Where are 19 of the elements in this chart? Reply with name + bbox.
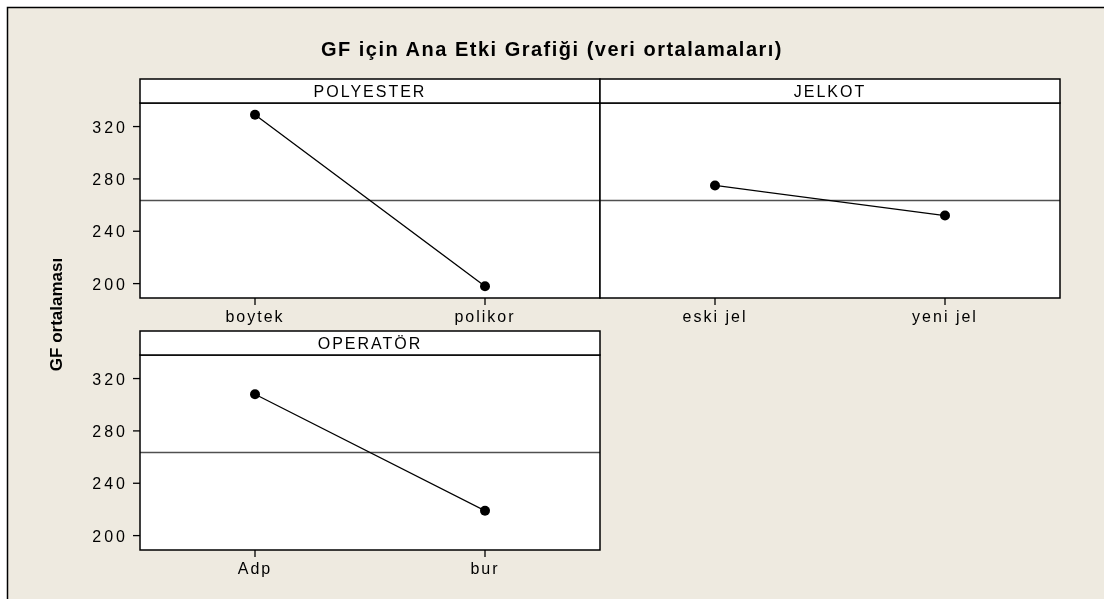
x-tick-label: polikor	[454, 308, 516, 325]
y-tick-label: 280	[92, 422, 128, 440]
x-axis-title: JELKOT	[793, 83, 867, 100]
y-axis-title: GF ortalaması	[47, 257, 66, 372]
x-tick-label: bur	[470, 560, 500, 577]
x-tick-label: Adp	[237, 560, 273, 577]
x-axis-title: OPERATÖR	[317, 335, 423, 352]
y-tick-label: 200	[92, 527, 128, 545]
y-tick-label: 320	[92, 370, 128, 388]
x-tick-label: eski jel	[682, 308, 748, 325]
x-tick-label: boytek	[225, 308, 285, 325]
chart-title: GF için Ana Etki Grafiği (veri ortalamaları)	[320, 38, 784, 60]
x-axis-title: POLYESTER	[313, 83, 427, 100]
y-tick-label: 240	[92, 475, 128, 493]
y-tick-label: 320	[92, 118, 128, 136]
x-tick-label: yeni jel	[912, 308, 978, 325]
y-tick-label: 280	[92, 170, 128, 188]
y-tick-label: 200	[92, 275, 128, 293]
y-tick-label: 240	[92, 223, 128, 241]
